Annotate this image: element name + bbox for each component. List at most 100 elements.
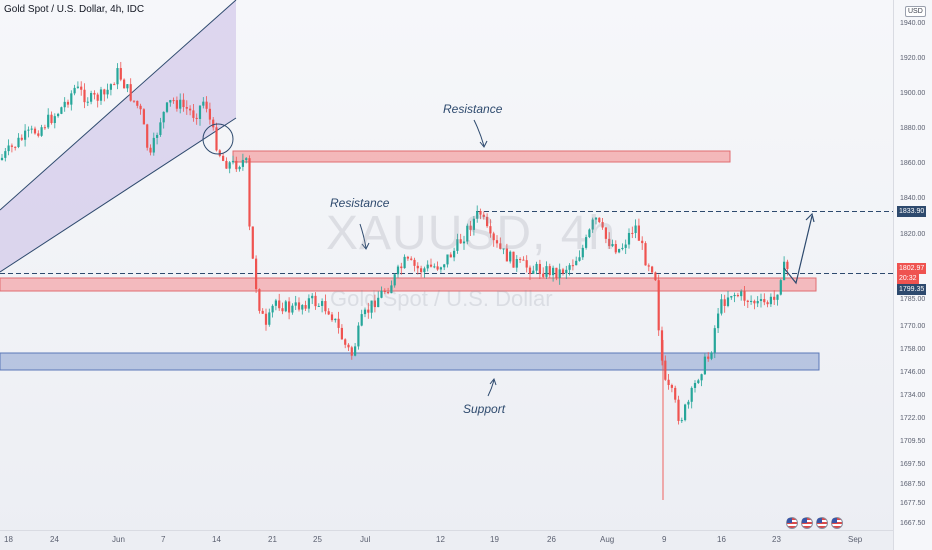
candle-body bbox=[641, 240, 644, 244]
candle-body bbox=[225, 160, 228, 169]
price-tick: 1709.50 bbox=[900, 438, 926, 445]
candle-body bbox=[674, 387, 677, 400]
candle-body bbox=[730, 296, 733, 298]
candle-body bbox=[670, 385, 673, 388]
candle-body bbox=[367, 309, 370, 313]
candle-body bbox=[205, 101, 208, 109]
candle-body bbox=[413, 259, 416, 266]
candle-body bbox=[472, 218, 475, 230]
resistance-arrow-lower bbox=[359, 223, 370, 250]
candle-body bbox=[568, 265, 571, 270]
candle-body bbox=[449, 254, 452, 258]
candle-body bbox=[693, 382, 697, 388]
candle-body bbox=[558, 269, 561, 278]
candle-body bbox=[660, 330, 664, 361]
candle-body bbox=[113, 84, 116, 86]
candle-body bbox=[76, 86, 79, 88]
candle-body bbox=[687, 401, 690, 405]
candle-body bbox=[769, 296, 772, 305]
candle-body bbox=[307, 298, 310, 309]
current-price-tag[interactable]: 1802.97 bbox=[897, 263, 927, 274]
candle-body bbox=[304, 305, 307, 309]
candle-body bbox=[344, 339, 347, 345]
candle-body bbox=[255, 258, 258, 290]
candle-body bbox=[505, 248, 508, 262]
candle-body bbox=[717, 313, 720, 329]
candle-body bbox=[446, 254, 449, 265]
candle-body bbox=[70, 93, 73, 105]
currency-badge[interactable]: USD bbox=[905, 6, 926, 17]
candle-body bbox=[50, 114, 53, 124]
resistance-label-lower[interactable]: Resistance bbox=[330, 196, 390, 210]
candle-body bbox=[426, 264, 429, 269]
candle-body bbox=[710, 352, 713, 359]
candle-body bbox=[268, 312, 271, 325]
candle-body bbox=[651, 266, 654, 273]
candle-body bbox=[0, 157, 4, 160]
time-tick: 7 bbox=[161, 535, 166, 544]
price-tick: 1667.50 bbox=[900, 520, 926, 527]
candle-body bbox=[314, 295, 317, 307]
candle-body bbox=[538, 263, 541, 274]
time-tick: Jul bbox=[360, 535, 371, 544]
price-tick: 1758.00 bbox=[900, 346, 926, 353]
candle-body bbox=[416, 265, 419, 269]
resistance-zone-lower[interactable] bbox=[0, 277, 817, 292]
resistance-zone-upper[interactable] bbox=[232, 150, 731, 163]
us-flag-icon[interactable] bbox=[816, 517, 828, 529]
time-tick: 21 bbox=[268, 535, 277, 544]
price-tick: 1746.00 bbox=[900, 369, 926, 376]
symbol-title[interactable]: Gold Spot / U.S. Dollar, 4h, IDC bbox=[4, 4, 145, 15]
resistance-label-upper[interactable]: Resistance bbox=[443, 102, 503, 116]
candle-body bbox=[159, 122, 162, 135]
candle-body bbox=[786, 261, 789, 269]
economic-events[interactable] bbox=[786, 517, 843, 529]
candle-body bbox=[439, 267, 442, 270]
candle-body bbox=[235, 160, 238, 170]
candle-body bbox=[383, 290, 386, 293]
candle-body bbox=[720, 299, 723, 314]
support-zone[interactable] bbox=[0, 352, 820, 371]
candle-body bbox=[634, 225, 637, 234]
time-tick: Jun bbox=[112, 535, 125, 544]
us-flag-icon[interactable] bbox=[786, 517, 798, 529]
candle-body bbox=[604, 227, 607, 239]
candlestick-series bbox=[0, 61, 789, 500]
candle-body bbox=[340, 327, 343, 340]
support-label[interactable]: Support bbox=[463, 402, 506, 416]
time-tick: 25 bbox=[313, 535, 322, 544]
candle-body bbox=[63, 101, 66, 108]
price-tick: 1677.50 bbox=[900, 500, 926, 507]
candle-body bbox=[297, 302, 301, 310]
candle-body bbox=[86, 101, 89, 103]
target-price-tag[interactable]: 1833.90 bbox=[897, 206, 927, 217]
candle-body bbox=[215, 127, 218, 151]
candle-body bbox=[637, 225, 640, 241]
candle-body bbox=[264, 313, 268, 325]
time-tick: 14 bbox=[212, 535, 221, 544]
price-tick: 1770.00 bbox=[900, 323, 926, 330]
candle-body bbox=[578, 257, 581, 261]
candle-body bbox=[274, 300, 277, 306]
candle-body bbox=[436, 266, 439, 270]
candle-body bbox=[684, 404, 687, 421]
candle-body bbox=[30, 128, 33, 130]
candle-body bbox=[40, 127, 43, 136]
candle-body bbox=[373, 300, 376, 308]
candle-body bbox=[690, 387, 693, 402]
candle-body bbox=[175, 100, 178, 109]
us-flag-icon[interactable] bbox=[831, 517, 843, 529]
us-flag-icon[interactable] bbox=[801, 517, 813, 529]
candle-body bbox=[192, 110, 195, 118]
candle-body bbox=[66, 101, 70, 105]
candle-body bbox=[476, 211, 479, 219]
candle-body bbox=[294, 302, 297, 306]
candle-body bbox=[763, 299, 766, 303]
candle-body bbox=[228, 162, 231, 169]
candle-body bbox=[24, 130, 27, 140]
candle-body bbox=[631, 232, 634, 234]
pivot-price-tag[interactable]: 1799.35 bbox=[897, 284, 927, 295]
candle-body bbox=[185, 107, 188, 109]
